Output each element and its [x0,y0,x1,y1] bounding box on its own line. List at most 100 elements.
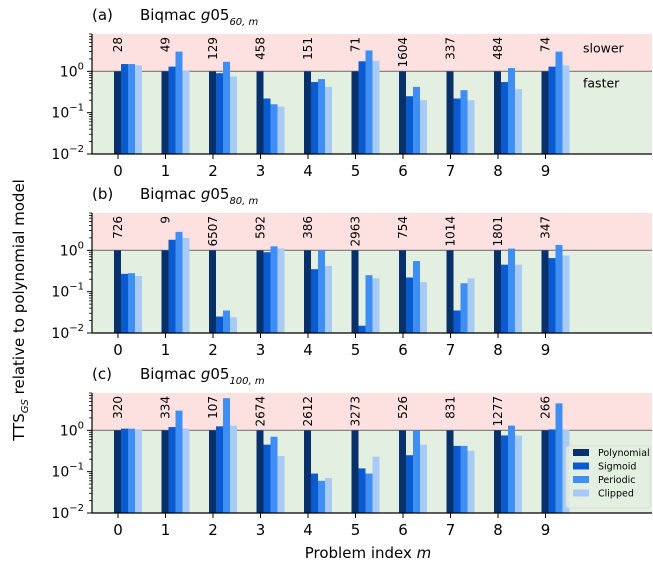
bar-sigmoid-4 [311,473,318,513]
bar-annotation-4: 2612 [301,396,315,427]
y-tick-base: 10 [51,326,69,342]
y-tick-base: 10 [51,285,69,301]
bar-clipped-3 [277,248,285,333]
bar-clipped-5 [372,456,380,513]
x-tick-label-9: 9 [541,162,551,180]
bar-clipped-6 [420,100,427,154]
x-tick-label-6: 6 [398,162,408,180]
bar-sigmoid-7 [453,445,461,513]
y-tick-label: 10−1 [51,103,84,122]
bar-annotation-0: 726 [111,216,125,239]
bar-clipped-4 [325,265,332,333]
bar-annotation-1: 9 [159,216,173,224]
bar-periodic-2 [223,310,230,333]
x-tick-label-8: 8 [493,521,503,539]
bar-clipped-3 [277,106,285,154]
y-tick-exp: 0 [78,420,84,431]
bar-polynomial-0 [114,250,121,333]
bar-annotation-9: 347 [539,216,553,239]
bar-annotation-6: 754 [396,216,410,239]
y-axis-label-sub: GS [20,399,31,414]
bar-annotation-3: 458 [254,37,268,60]
panel-label: (b) [92,185,113,203]
x-axis-label-main: Problem index [305,544,417,562]
x-tick-label-0: 0 [113,341,123,359]
bar-annotation-8: 1801 [491,216,505,247]
bar-clipped-0 [135,429,142,513]
legend: Polynomial Sigmoid Periodic Clipped [565,445,651,509]
bar-periodic-9 [555,244,563,333]
bar-sigmoid-1 [168,66,176,154]
y-tick-base: 10 [51,465,69,481]
bar-sigmoid-9 [548,258,556,333]
y-tick-exp: −2 [69,503,84,514]
bar-periodic-1 [175,231,183,333]
x-tick-label-9: 9 [541,341,551,359]
y-tick-label: 100 [60,420,84,439]
bar-periodic-2 [223,61,230,154]
bar-annotation-7: 1014 [444,216,458,247]
bar-polynomial-7 [446,250,454,333]
bar-periodic-8 [508,425,515,513]
title-num: 05 [210,365,229,383]
x-tick-label-3: 3 [256,162,266,180]
bar-clipped-2 [230,76,237,154]
bar-sigmoid-2 [216,73,223,154]
x-tick-label-2: 2 [208,162,218,180]
y-tick-exp: −1 [69,103,84,114]
y-tick-label: 10−2 [51,144,84,163]
bar-sigmoid-5 [358,468,366,513]
bar-clipped-8 [515,264,522,333]
bar-clipped-3 [277,455,285,513]
bar-clipped-2 [230,425,237,513]
bar-clipped-9 [562,255,570,333]
bar-annotation-2: 107 [206,396,220,419]
bar-polynomial-4 [304,250,311,333]
bar-annotation-8: 484 [491,37,505,60]
panels: (a) Biqmac g0560, m28 49 129 458 151 71 1604 337… [51,6,652,539]
x-tick-label-1: 1 [161,521,171,539]
bar-polynomial-3 [256,430,264,513]
x-tick-label-5: 5 [351,341,361,359]
y-tick-base: 10 [60,64,78,80]
bar-sigmoid-3 [263,252,271,333]
bar-clipped-7 [467,450,475,513]
y-tick-label: 100 [60,240,84,259]
bar-sigmoid-5 [358,325,366,333]
slower-label: slower [583,40,625,55]
bar-periodic-3 [270,436,278,513]
bar-annotation-7: 337 [444,37,458,60]
bar-sigmoid-3 [263,444,271,513]
bar-periodic-9 [555,403,563,513]
title-subscript: 100, m [229,376,264,387]
bar-periodic-4 [318,480,325,513]
bar-polynomial-5 [351,71,359,154]
y-tick-label: 10−1 [51,282,84,301]
bar-periodic-7 [460,283,468,333]
panel-title: (b) Biqmac g0580, m [92,185,259,207]
bar-periodic-6 [413,430,420,513]
title-num: 05 [210,185,229,203]
bar-clipped-1 [182,70,190,154]
x-tick-label-1: 1 [161,162,171,180]
bar-polynomial-6 [399,430,406,513]
x-tick-label-1: 1 [161,341,171,359]
x-tick-label-5: 5 [351,162,361,180]
bar-periodic-6 [413,261,420,333]
bar-periodic-1 [175,410,183,513]
bar-polynomial-1 [161,430,169,513]
bar-polynomial-8 [494,250,501,333]
panel-a: (a) Biqmac g0560, m28 49 129 458 151 71 1604 337… [51,6,652,180]
bar-clipped-1 [182,237,190,333]
title-subscript: 80, m [229,196,258,207]
bar-polynomial-6 [399,71,406,154]
y-tick-exp: −1 [69,282,84,293]
x-tick-label-9: 9 [541,521,551,539]
panel-title: (a) Biqmac g0560, m [92,6,259,28]
bar-polynomial-9 [541,250,549,333]
y-tick-exp: −2 [69,323,84,334]
bar-annotation-2: 6507 [206,216,220,247]
bar-clipped-6 [420,444,427,513]
